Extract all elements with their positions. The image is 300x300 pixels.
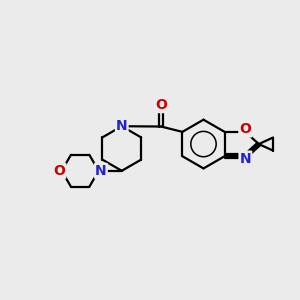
Text: N: N (95, 164, 107, 178)
Text: N: N (239, 152, 251, 166)
Text: O: O (239, 122, 251, 136)
Text: N: N (116, 119, 128, 133)
Text: O: O (155, 98, 167, 112)
Text: O: O (53, 164, 65, 178)
